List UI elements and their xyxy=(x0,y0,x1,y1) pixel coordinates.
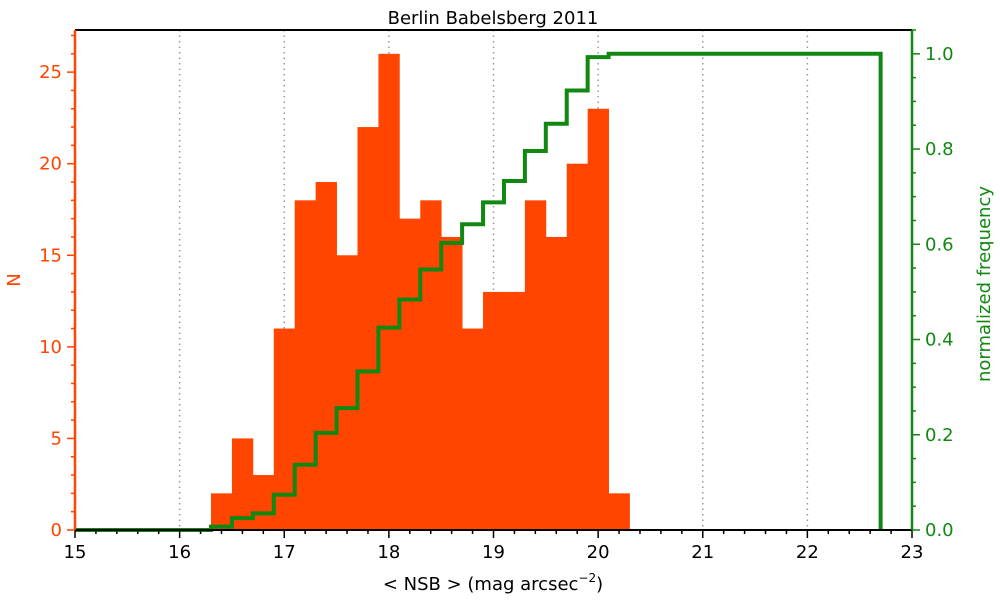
left-y-tick-label: 5 xyxy=(51,428,62,449)
cumulative-series-line xyxy=(75,51,883,532)
right-y-tick-label: 1.0 xyxy=(925,44,954,65)
histogram-bar xyxy=(294,200,317,531)
histogram-bar xyxy=(231,438,254,530)
histogram-bar xyxy=(524,200,547,531)
left-y-tick-label: 20 xyxy=(39,154,62,175)
chart-title: Berlin Babelsberg 2011 xyxy=(388,8,599,29)
histogram-bar xyxy=(336,255,358,530)
left-y-tick-label: 15 xyxy=(39,245,62,266)
histogram-bar xyxy=(503,291,526,530)
histogram-bar xyxy=(566,163,589,530)
histogram-bar xyxy=(587,108,609,530)
x-axis-label-main: < NSB > (mag arcsec xyxy=(383,574,579,595)
x-tick-label: 15 xyxy=(64,542,87,563)
left-y-tick-label: 0 xyxy=(51,520,62,541)
right-y-tick-label: 0.2 xyxy=(925,425,954,446)
x-tick-label: 17 xyxy=(273,542,296,563)
x-tick-label: 23 xyxy=(901,542,924,563)
histogram-bar xyxy=(608,493,630,530)
right-y-axis-ticks: 0.0 0.2 0.4 0.6 0.8 1.0 xyxy=(912,29,954,541)
x-tick-label: 22 xyxy=(796,542,819,563)
histogram-bar xyxy=(315,182,337,530)
histogram-bar xyxy=(420,200,442,531)
x-tick-label: 21 xyxy=(691,542,714,563)
histogram-bar xyxy=(441,236,463,530)
x-axis-ticks: 15 16 17 18 19 20 21 22 23 xyxy=(64,530,924,563)
right-y-tick-label: 0.4 xyxy=(925,330,954,351)
histogram-bar xyxy=(273,328,296,530)
left-y-axis-ticks: 0 5 10 15 20 25 xyxy=(39,34,75,541)
x-tick-label: 20 xyxy=(587,542,610,563)
right-y-tick-label: 0.8 xyxy=(925,139,954,160)
right-y-tick-label: 0.6 xyxy=(925,234,954,255)
left-y-axis-label: N xyxy=(4,273,25,286)
x-axis-label-exponent: −2 xyxy=(578,571,596,585)
right-y-axis-label: normalized frequency xyxy=(974,186,995,382)
histogram-bar xyxy=(545,236,568,530)
right-y-tick-label: 0.0 xyxy=(925,520,954,541)
histogram-bar xyxy=(211,493,233,530)
left-y-tick-label: 25 xyxy=(39,62,62,83)
x-axis-label-close: ) xyxy=(596,574,603,595)
cumulative-line xyxy=(75,51,883,532)
histogram-bar xyxy=(399,218,421,530)
x-axis-label: < NSB > (mag arcsec−2) xyxy=(383,571,603,595)
x-tick-label: 18 xyxy=(377,542,400,563)
histogram-bar xyxy=(252,475,275,530)
x-tick-label: 19 xyxy=(482,542,505,563)
x-tick-label: 16 xyxy=(168,542,191,563)
histogram-bar xyxy=(357,127,379,531)
histogram-bar xyxy=(483,291,505,530)
histogram-bar xyxy=(462,328,484,530)
left-y-tick-label: 10 xyxy=(39,337,62,358)
histogram-bars xyxy=(211,53,630,531)
histogram-bar xyxy=(378,53,400,531)
